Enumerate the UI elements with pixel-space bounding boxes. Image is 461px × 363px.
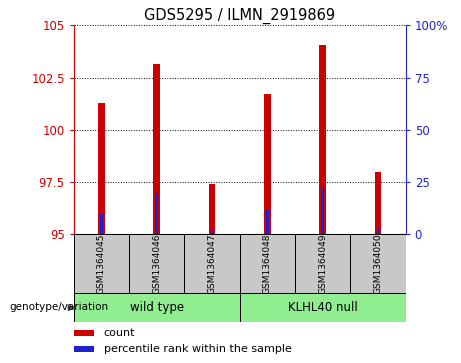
Bar <box>74 293 240 322</box>
Text: GSM1364047: GSM1364047 <box>207 233 217 294</box>
Bar <box>295 234 350 293</box>
Bar <box>98 103 105 234</box>
Text: genotype/variation: genotype/variation <box>9 302 108 312</box>
Text: GSM1364049: GSM1364049 <box>318 233 327 294</box>
Bar <box>266 209 269 234</box>
Text: KLHL40 null: KLHL40 null <box>288 301 358 314</box>
Bar <box>155 193 158 234</box>
Text: GSM1364048: GSM1364048 <box>263 233 272 294</box>
Title: GDS5295 / ILMN_2919869: GDS5295 / ILMN_2919869 <box>144 8 335 24</box>
Text: GSM1364045: GSM1364045 <box>97 233 106 294</box>
Text: wild type: wild type <box>130 301 184 314</box>
Bar <box>211 230 213 234</box>
Bar <box>100 213 103 234</box>
Bar <box>74 330 94 337</box>
Bar <box>319 45 326 234</box>
Bar <box>129 234 184 293</box>
Bar <box>184 234 240 293</box>
Bar <box>240 293 406 322</box>
Text: percentile rank within the sample: percentile rank within the sample <box>104 344 291 354</box>
Bar <box>350 234 406 293</box>
Bar <box>74 234 129 293</box>
Bar <box>375 172 381 234</box>
Text: GSM1364046: GSM1364046 <box>152 233 161 294</box>
Bar <box>74 346 94 352</box>
Text: count: count <box>104 328 135 338</box>
Bar <box>264 94 271 234</box>
Bar <box>154 64 160 234</box>
Text: GSM1364050: GSM1364050 <box>373 233 383 294</box>
Bar <box>377 228 379 234</box>
Bar <box>321 188 324 234</box>
Bar <box>240 234 295 293</box>
Bar <box>209 184 215 234</box>
